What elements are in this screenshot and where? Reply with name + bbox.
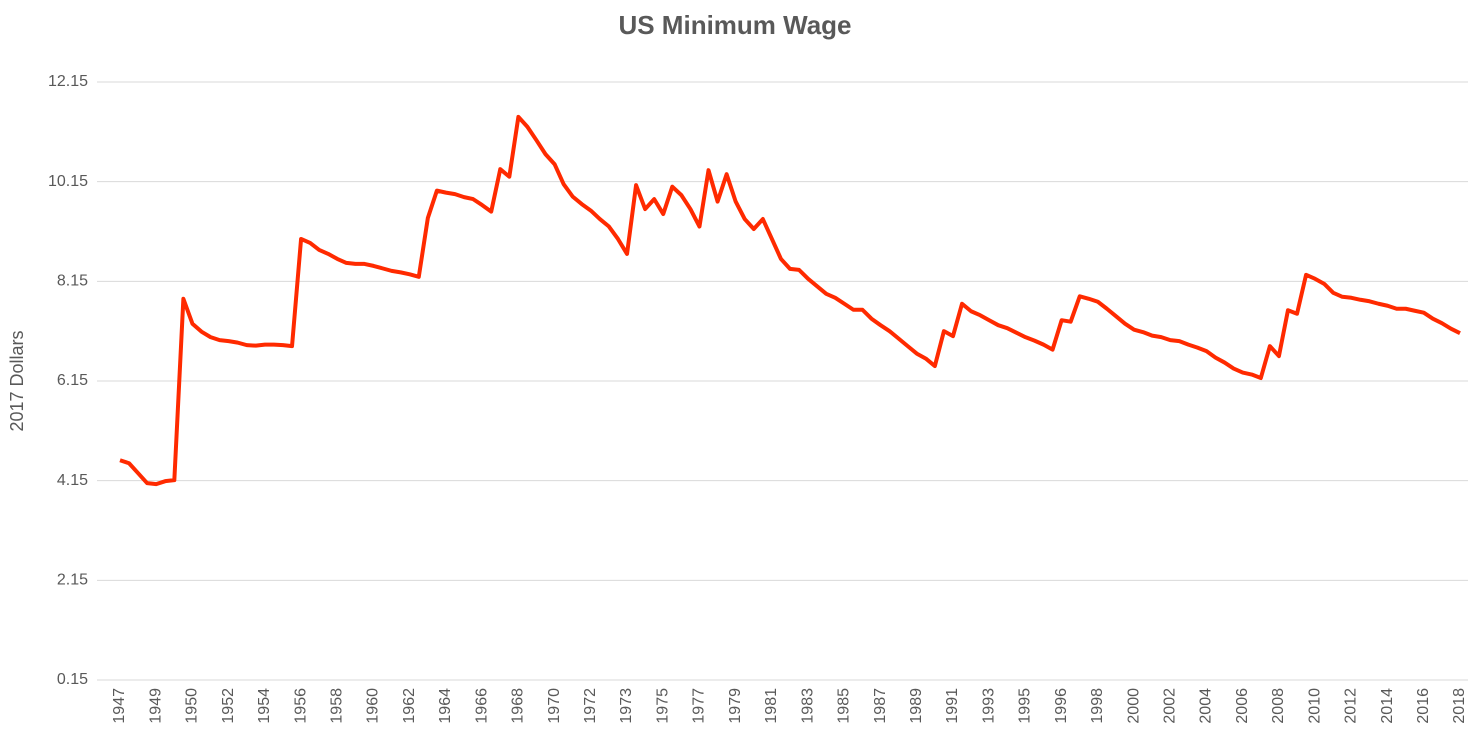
x-tick-label: 2002 [1161, 688, 1178, 724]
x-tick-label: 2004 [1198, 688, 1215, 724]
x-tick-label: 1993 [980, 688, 997, 724]
data-line [119, 114, 1461, 487]
x-tick-label: 1962 [401, 688, 418, 724]
x-tick-label: 1972 [582, 688, 599, 724]
y-tick-label: 12.15 [48, 73, 88, 90]
x-tick-label: 1985 [836, 688, 853, 724]
y-axis-label: 2017 Dollars [7, 330, 27, 431]
x-tick-label: 2010 [1306, 688, 1323, 724]
x-tick-label: 1947 [111, 688, 128, 724]
x-tick-label: 1996 [1053, 688, 1070, 724]
x-tick-label: 1960 [365, 688, 382, 724]
x-tick-label: 2000 [1125, 688, 1142, 724]
x-tick-label: 1998 [1089, 688, 1106, 724]
x-tick-label: 2008 [1270, 688, 1287, 724]
x-tick-label: 2018 [1451, 688, 1468, 724]
x-tick-label: 1975 [654, 688, 671, 724]
x-tick-label: 1952 [220, 688, 237, 724]
x-tick-label: 1977 [691, 688, 708, 724]
x-tick-label: 1958 [329, 688, 346, 724]
x-tick-label: 1973 [618, 688, 635, 724]
x-tick-label: 1954 [256, 688, 273, 724]
x-tick-label: 1970 [546, 688, 563, 724]
y-tick-label: 4.15 [57, 472, 88, 489]
y-tick-label: 10.15 [48, 173, 88, 190]
y-tick-label: 0.15 [57, 671, 88, 688]
x-tick-label: 1983 [799, 688, 816, 724]
chart-title: US Minimum Wage [618, 10, 851, 40]
x-tick-label: 2012 [1343, 688, 1360, 724]
x-tick-label: 1991 [944, 688, 961, 724]
x-tick-label: 1987 [872, 688, 889, 724]
x-tick-label: 1989 [908, 688, 925, 724]
x-tick-label: 1968 [510, 688, 527, 724]
y-tick-label: 2.15 [57, 572, 88, 589]
y-tick-label: 8.15 [57, 273, 88, 290]
x-tick-label: 1979 [727, 688, 744, 724]
x-tick-label: 1981 [763, 688, 780, 724]
y-tick-label: 6.15 [57, 372, 88, 389]
x-tick-label: 1956 [292, 688, 309, 724]
x-tick-label: 2016 [1415, 688, 1432, 724]
x-tick-label: 1964 [437, 688, 454, 724]
x-tick-label: 1966 [473, 688, 490, 724]
x-tick-label: 2006 [1234, 688, 1251, 724]
x-tick-label: 1950 [184, 688, 201, 724]
x-tick-label: 2014 [1379, 688, 1396, 724]
x-tick-label: 1995 [1017, 688, 1034, 724]
x-tick-label: 1949 [147, 688, 164, 724]
